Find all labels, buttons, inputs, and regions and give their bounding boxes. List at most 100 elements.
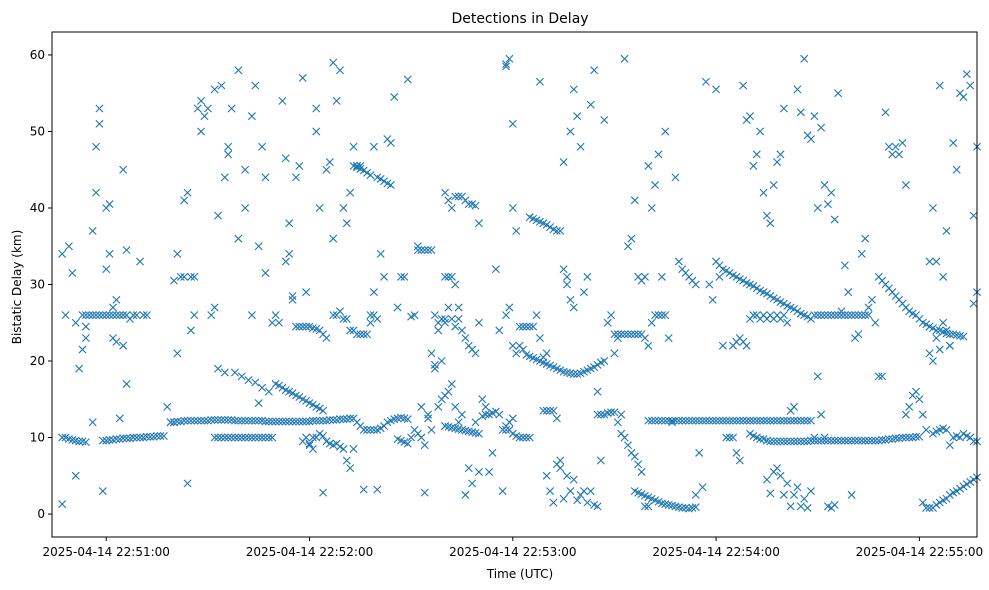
- data-point: [844, 311, 853, 320]
- data-point: [247, 311, 256, 320]
- data-point: [234, 234, 243, 243]
- data-point: [71, 318, 80, 327]
- data-point: [427, 246, 436, 255]
- data-point: [397, 272, 405, 281]
- data-point: [620, 330, 629, 339]
- data-point: [705, 280, 714, 289]
- data-point: [322, 334, 331, 343]
- data-point: [237, 372, 246, 381]
- data-point: [725, 269, 734, 278]
- data-point: [254, 416, 263, 425]
- data-point: [698, 483, 707, 492]
- data-point: [745, 416, 754, 425]
- data-point: [796, 437, 805, 446]
- data-point: [176, 272, 185, 281]
- data-point: [241, 203, 250, 212]
- data-point: [617, 410, 626, 419]
- data-point: [268, 417, 277, 426]
- data-point: [651, 311, 660, 320]
- data-point: [122, 379, 131, 388]
- data-point: [305, 439, 314, 448]
- data-point: [644, 502, 653, 511]
- data-point: [766, 437, 775, 446]
- data-point: [102, 311, 111, 320]
- data-point: [71, 471, 80, 480]
- data-point: [871, 436, 880, 445]
- data-point: [745, 112, 754, 121]
- data-point: [159, 432, 168, 440]
- data-point: [806, 416, 815, 425]
- data-point: [95, 311, 104, 320]
- data-point: [918, 498, 927, 507]
- data-point: [830, 436, 839, 445]
- data-point: [959, 482, 968, 491]
- data-point: [769, 437, 778, 446]
- data-point: [878, 435, 887, 444]
- data-point: [952, 165, 961, 174]
- data-point: [495, 410, 504, 419]
- data-point: [75, 437, 84, 446]
- data-point: [444, 303, 453, 312]
- data-point: [132, 433, 141, 442]
- data-point: [302, 433, 311, 442]
- data-point: [275, 381, 284, 390]
- data-point: [319, 432, 328, 440]
- data-point: [237, 433, 246, 442]
- data-point: [261, 417, 270, 426]
- data-point: [193, 104, 202, 113]
- data-point: [417, 402, 426, 411]
- data-point: [288, 417, 297, 426]
- data-point: [708, 416, 717, 425]
- data-point: [430, 360, 439, 369]
- data-point: [369, 142, 378, 151]
- data-point: [186, 416, 195, 425]
- data-point: [193, 416, 202, 425]
- data-point: [308, 433, 317, 442]
- data-point: [596, 410, 605, 419]
- data-point: [827, 188, 836, 197]
- data-point: [942, 425, 951, 434]
- data-point: [766, 416, 775, 425]
- data-point: [766, 291, 775, 300]
- data-point: [400, 272, 409, 281]
- data-point: [590, 363, 599, 372]
- data-point: [583, 498, 592, 507]
- data-point: [800, 416, 809, 425]
- data-point: [298, 73, 307, 82]
- data-point: [98, 311, 107, 320]
- data-point: [312, 127, 321, 136]
- data-point: [105, 435, 114, 444]
- data-point: [647, 203, 656, 212]
- data-point: [945, 490, 954, 499]
- data-point: [729, 433, 738, 442]
- data-point: [129, 311, 138, 320]
- data-point: [671, 173, 680, 182]
- data-point: [945, 341, 954, 350]
- data-point: [796, 502, 805, 511]
- data-point: [508, 203, 517, 212]
- data-point: [190, 311, 199, 320]
- data-point: [505, 54, 514, 63]
- data-point: [810, 436, 819, 445]
- data-point: [803, 503, 812, 512]
- data-point: [92, 188, 101, 197]
- data-point: [884, 142, 893, 151]
- data-point: [485, 467, 494, 476]
- data-point: [820, 433, 829, 442]
- data-point: [542, 406, 551, 415]
- data-point: [329, 58, 338, 67]
- data-point: [346, 464, 355, 473]
- data-point: [569, 370, 578, 379]
- data-point: [708, 295, 717, 304]
- data-point: [430, 311, 439, 320]
- data-point: [840, 436, 849, 445]
- data-point: [901, 181, 910, 190]
- data-point: [542, 471, 551, 480]
- data-point: [447, 379, 456, 388]
- data-point: [102, 265, 111, 274]
- data-point: [779, 104, 788, 113]
- data-point: [969, 475, 978, 484]
- data-point: [759, 416, 768, 425]
- data-point: [352, 330, 361, 339]
